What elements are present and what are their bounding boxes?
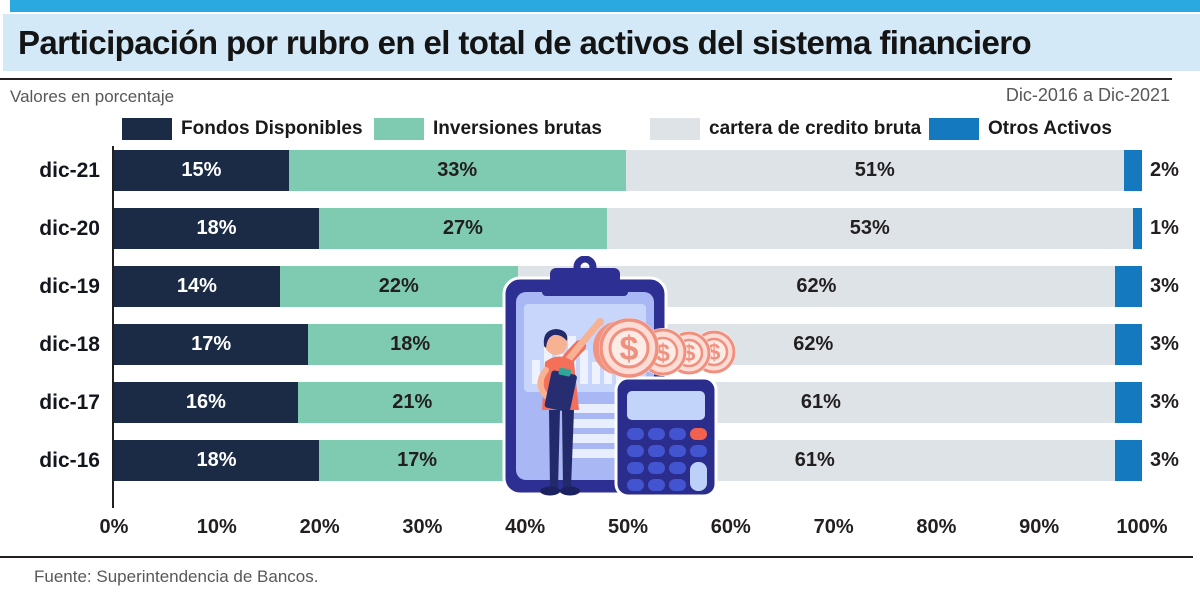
source-note: Fuente: Superintendencia de Bancos. [34,567,319,586]
row-category-label: dic-19 [39,275,100,298]
svg-text:$: $ [656,339,670,367]
bar-segment [1114,324,1142,365]
chart-row: dic-20 18% 27% 53% 1% [0,208,1200,249]
x-axis-tick: 100% [1116,516,1168,538]
bar-segment: 18% [308,324,512,365]
x-axis-tick: 10% [196,516,237,538]
page-title: Participación por rubro en el total de a… [18,23,1032,61]
bar-segment: 33% [288,150,626,191]
legend-swatch [929,117,979,140]
bar-segment: 16% [114,382,298,423]
bar-segment: 17% [114,324,309,365]
top-accent-bar [10,0,1200,12]
x-axis-tick: 90% [1019,516,1060,538]
bar-segment [1115,382,1142,423]
x-axis-tick: 0% [99,516,129,538]
legend-item-2: Inversiones brutas [374,117,602,140]
row-category-label: dic-21 [39,159,100,182]
finance-clipboard-coins-calculator-person-illustration: $ $ $ $ [502,256,736,498]
legend-item-1: Fondos Disponibles [122,117,363,140]
bar-value-outside: 3% [1150,333,1179,355]
legend-item-4: Otros Activos [929,117,1112,140]
bar-value-outside: 3% [1150,275,1179,297]
bar-segment [1114,440,1143,481]
subtitle-units: Valores en porcentaje [10,87,175,106]
legend-item-3: cartera de credito bruta [650,117,921,140]
bar-value-outside: 1% [1150,217,1179,239]
legend-swatch [650,117,700,140]
x-axis-tick: 20% [299,516,340,538]
title-band: Participación por rubro en el total de a… [3,14,1200,71]
svg-text:$: $ [620,330,639,368]
x-axis-tick: 70% [813,516,854,538]
stacked-bar: 18% 27% 53% [114,208,1142,249]
person-pointing-icon [537,318,604,496]
row-category-label: dic-20 [39,217,100,240]
bar-segment: 18% [114,208,320,249]
bar-segment: 21% [297,382,527,423]
bar-segment: 27% [319,208,607,249]
legend-swatch [122,117,172,140]
bar-value-outside: 2% [1150,159,1179,181]
bar-segment: 15% [114,150,289,191]
x-axis-tick: 80% [916,516,957,538]
bar-segment [1115,266,1142,307]
y-axis-line [112,146,114,508]
bar-segment: 14% [114,266,280,307]
bar-segment: 53% [606,208,1133,249]
bar-segment: 17% [319,440,516,481]
legend-label: Fondos Disponibles [181,117,363,139]
row-category-label: dic-16 [39,449,100,472]
legend-swatch [374,117,424,140]
x-axis-tick: 40% [505,516,546,538]
row-category-label: dic-18 [39,333,100,356]
calculator-icon [614,376,718,498]
header-divider [0,78,1172,80]
x-axis-tick: 60% [710,516,751,538]
bar-value-outside: 3% [1150,449,1179,471]
subtitle-period: Dic-2016 a Dic-2021 [1005,85,1170,105]
bar-segment: 51% [625,150,1125,191]
bar-segment: 18% [114,440,320,481]
bar-segment [1124,150,1143,191]
legend-label: cartera de credito bruta [709,117,922,139]
bar-segment: 22% [279,266,518,307]
legend-label: Inversiones brutas [433,117,602,139]
x-axis-tick: 30% [402,516,443,538]
dollar-coins-icon: $ $ $ $ [599,318,736,378]
x-axis-tick: 50% [607,516,649,538]
bar-value-outside: 3% [1150,391,1179,413]
bar-segment [1132,208,1142,249]
svg-text:$: $ [708,339,721,365]
legend-label: Otros Activos [988,117,1112,139]
chart-row: dic-21 15% 33% 51% 2% [0,150,1200,191]
row-category-label: dic-17 [39,391,100,414]
x-axis: 0% 10% 20% 30% 40% 50% 60% 70% 80% 90% 100% [100,516,1168,542]
stacked-bar: 15% 33% 51% [114,150,1143,191]
footer-divider [0,556,1193,558]
